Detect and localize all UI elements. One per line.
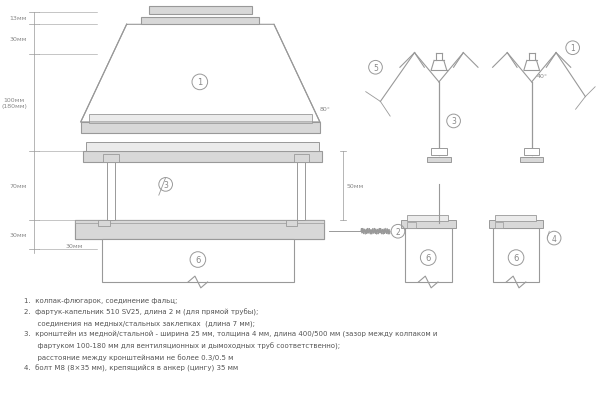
Text: 80°: 80° [320,107,331,111]
Bar [407,223,416,229]
Text: 4.  болт M8 (8×35 мм), крепящийся в анкер (цингу) 35 мм: 4. болт M8 (8×35 мм), крепящийся в анкер… [24,364,238,371]
Text: 3: 3 [451,117,456,126]
Bar [520,158,544,162]
Text: 30мм: 30мм [65,244,82,249]
Bar [489,221,544,229]
Text: 30мм: 30мм [10,232,27,237]
Text: 100мм
(180мм): 100мм (180мм) [1,98,27,109]
Polygon shape [81,25,320,123]
Bar [405,229,452,282]
Bar [293,155,309,162]
Bar [86,143,319,152]
Bar [427,158,451,162]
Text: 30мм: 30мм [10,37,27,43]
Text: 2: 2 [395,227,400,236]
Bar [298,152,305,220]
Text: 6: 6 [425,253,431,262]
Text: фартуком 100-180 мм для вентиляционных и дымоходных труб соответственно);: фартуком 100-180 мм для вентиляционных и… [24,342,340,349]
Text: 1.  колпак-флюгарок, соединение фальц;: 1. колпак-флюгарок, соединение фальц; [24,297,178,303]
Bar [431,149,447,156]
Bar [524,149,539,156]
Bar [83,152,322,162]
Text: 3: 3 [163,180,168,189]
Bar [75,220,324,239]
Bar [81,123,320,133]
Bar [141,18,259,25]
Bar [98,220,110,227]
Text: 1: 1 [570,44,575,53]
Text: 5: 5 [373,64,378,73]
Text: расстояние между кронштейнами не более 0.3/0.5 м: расстояние между кронштейнами не более 0… [24,353,233,360]
Text: 40°: 40° [536,73,548,78]
Bar [107,152,115,220]
Bar [75,220,324,224]
Bar [494,215,536,222]
Text: 70мм: 70мм [10,183,27,188]
Bar [401,221,455,229]
Bar [102,239,295,282]
Bar [75,220,324,239]
Bar [407,215,448,222]
Bar [494,223,503,229]
Bar [149,7,251,14]
Text: 6: 6 [514,253,519,262]
Text: 13мм: 13мм [10,16,27,21]
Bar [493,229,539,282]
Bar [89,115,312,124]
Text: 6: 6 [195,255,200,264]
Text: 3.  кронштейн из медной/стальной - ширина 25 мм, толщина 4 мм, длина 400/500 мм : 3. кронштейн из медной/стальной - ширина… [24,330,437,338]
Text: 50мм: 50мм [346,183,364,188]
Text: 1: 1 [197,78,202,87]
Bar [286,220,298,227]
Bar [103,155,119,162]
Text: соединения на медных/стальных заклепках  (длина 7 мм);: соединения на медных/стальных заклепках … [24,319,255,326]
Text: 2.  фартук-капельник 510 SV25, длина 2 м (для прямой трубы);: 2. фартук-капельник 510 SV25, длина 2 м … [24,308,259,316]
Text: 4: 4 [551,234,557,243]
